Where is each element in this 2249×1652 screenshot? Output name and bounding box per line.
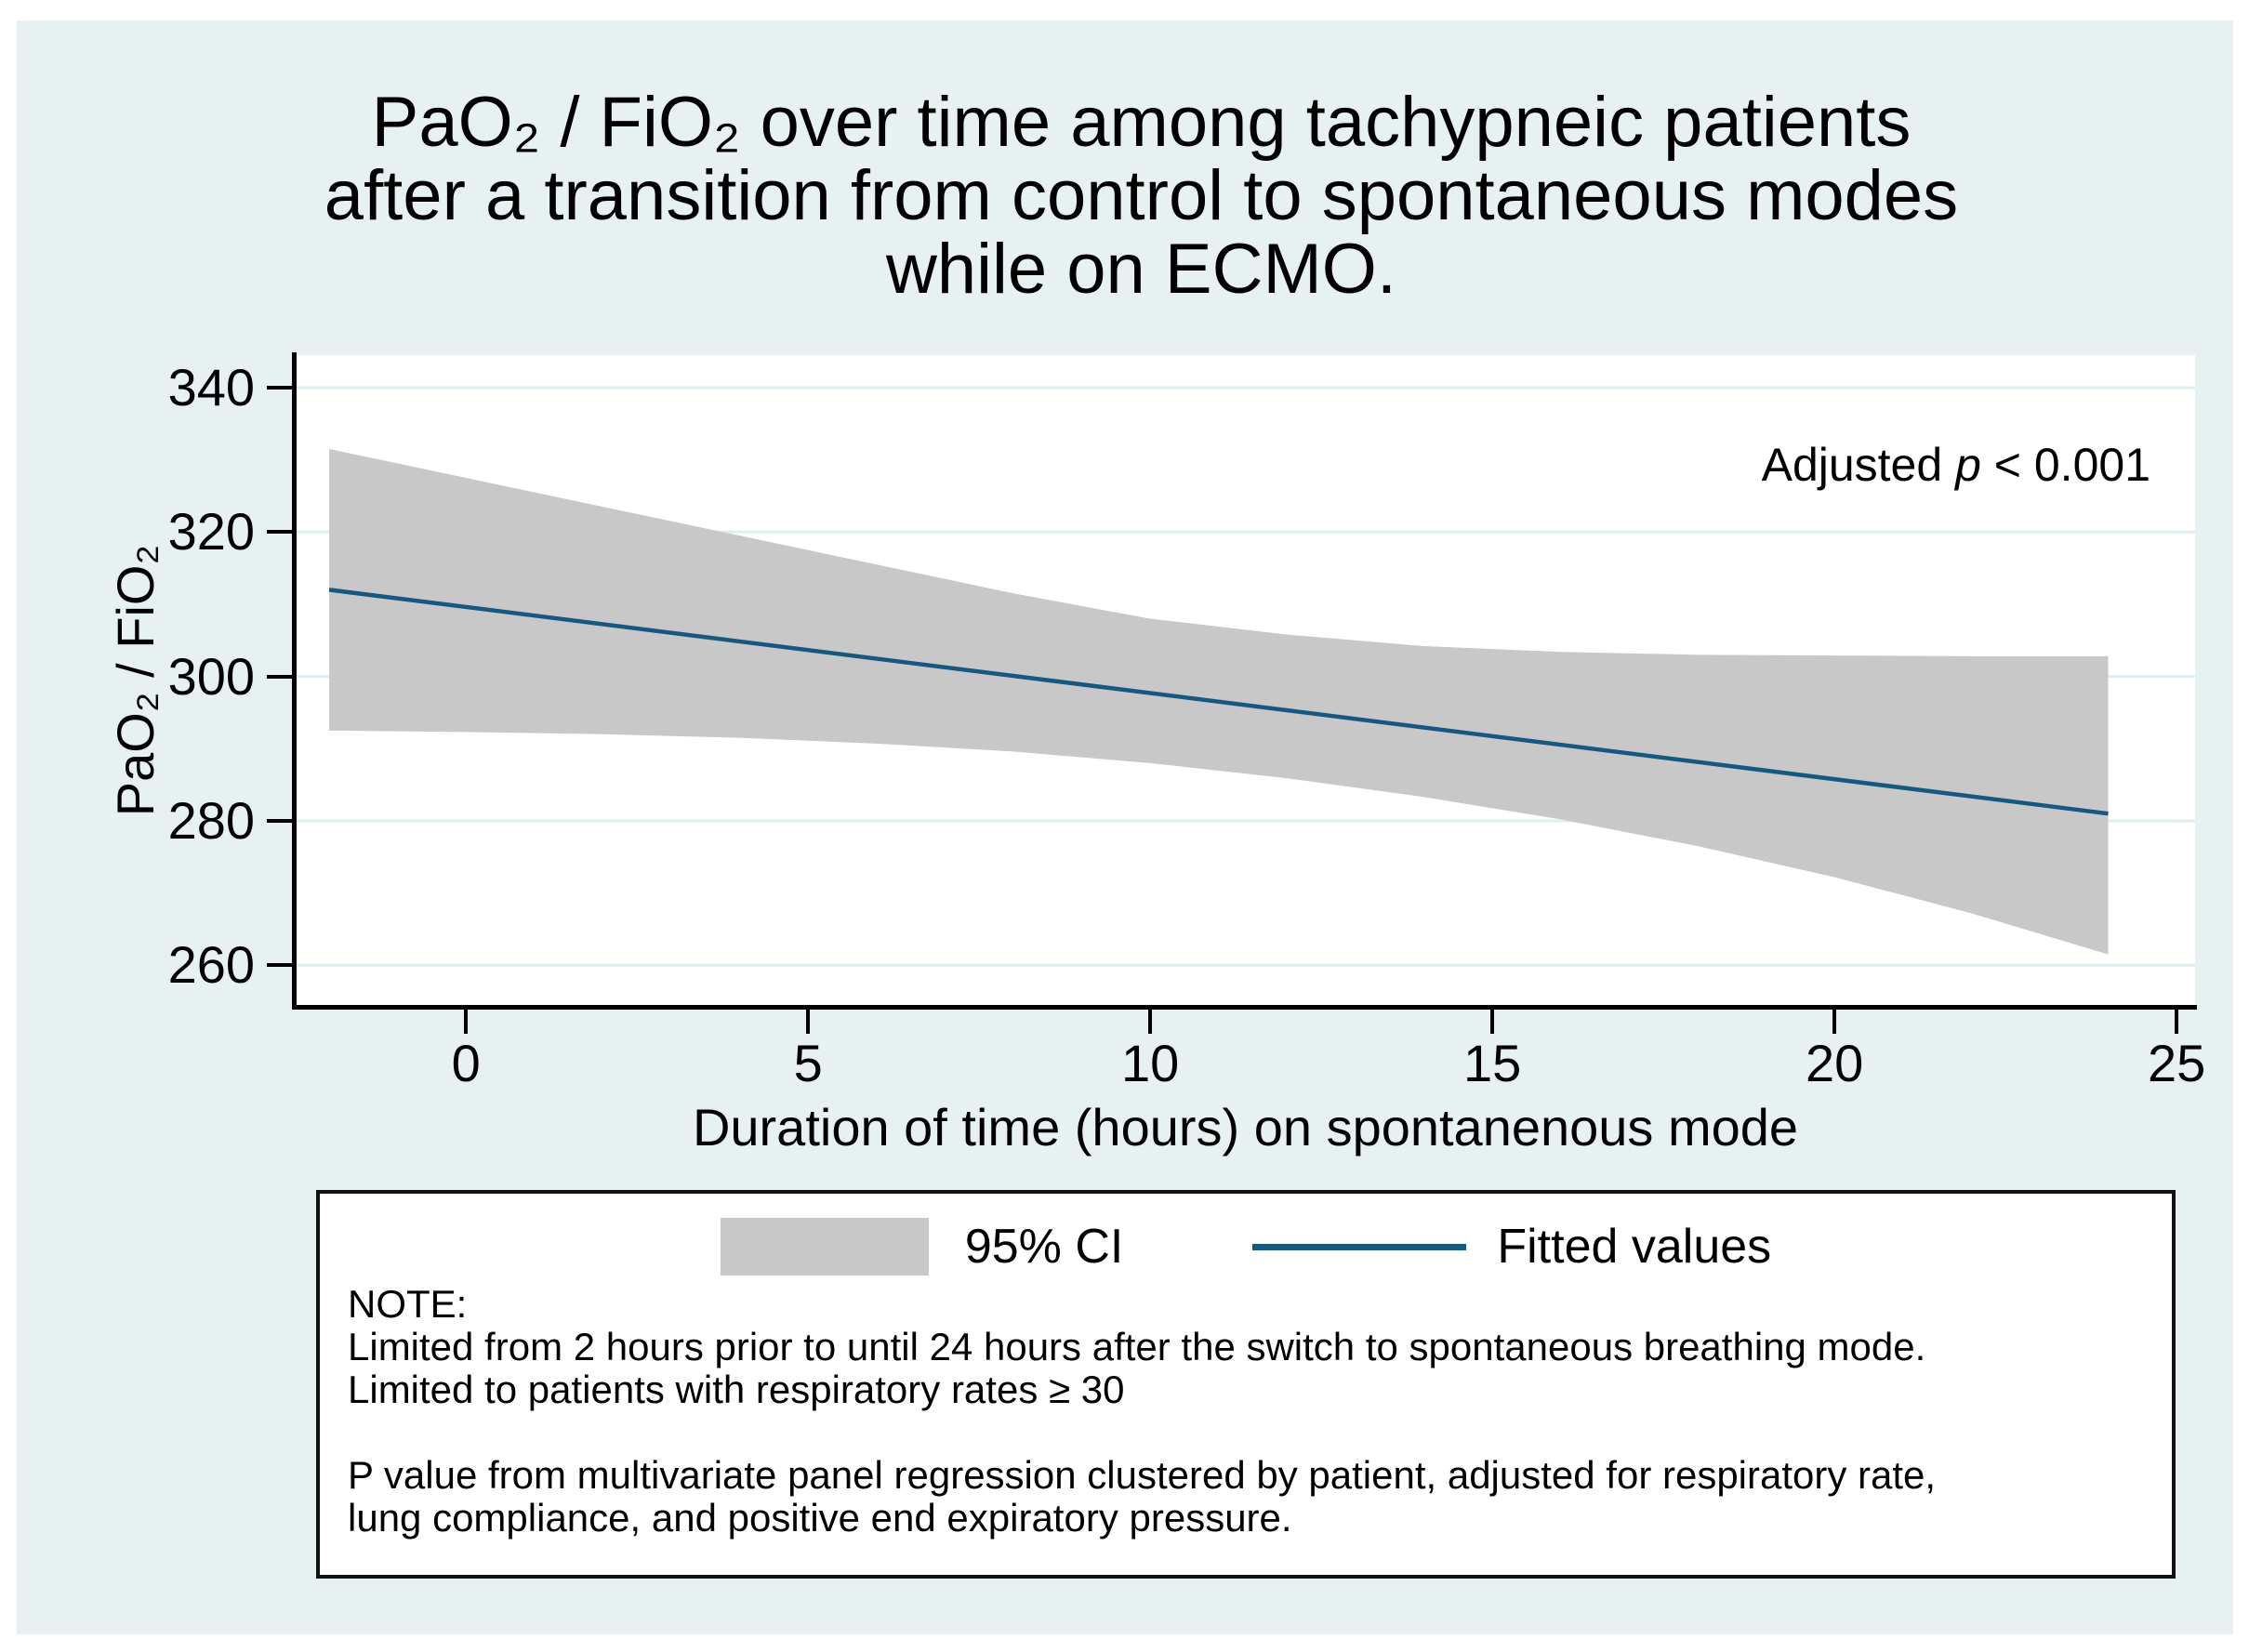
legend-note-box: 95% CI Fitted values NOTE: Limited from … <box>316 1190 2176 1579</box>
note-gap <box>348 1411 2161 1454</box>
note-line-3: P value from multivariate panel regressi… <box>348 1453 1937 1497</box>
legend-row: 95% CI Fitted values <box>320 1218 2172 1275</box>
chart-title-line-1: PaO₂ / FiO₂ over time among tachypneic p… <box>371 83 1912 162</box>
x-axis-line <box>292 1005 2197 1010</box>
y-tick-260 <box>267 963 293 968</box>
y-tick-label-320: 320 <box>167 502 255 562</box>
x-axis-label: Duration of time (hours) on spontanenous… <box>692 1098 1799 1156</box>
note-line-4: lung compliance, and positive end expira… <box>348 1496 1292 1540</box>
note-text: NOTE: Limited from 2 hours prior to unti… <box>348 1283 2161 1540</box>
p-value-suffix: < 0.001 <box>1980 439 2150 491</box>
p-value-symbol: p <box>1955 439 1981 491</box>
figure-canvas: PaO₂ / FiO₂ over time among tachypneic p… <box>17 20 2233 1634</box>
ci-legend-label: 95% CI <box>964 1220 1124 1274</box>
p-value-annotation: Adjusted p < 0.001 <box>1762 441 2150 489</box>
p-value-prefix: Adjusted <box>1761 439 1956 491</box>
y-tick-label-340: 340 <box>167 357 255 416</box>
note-line-1: Limited from 2 hours prior to until 24 h… <box>348 1325 1926 1368</box>
x-tick-label-10: 10 <box>1121 1034 1180 1092</box>
note-heading: NOTE: <box>348 1282 468 1326</box>
y-axis-line <box>292 352 297 1009</box>
y-tick-320 <box>267 530 293 535</box>
x-tick-10 <box>1148 1010 1153 1034</box>
x-tick-20 <box>1832 1010 1837 1034</box>
y-tick-280 <box>267 818 293 823</box>
x-tick-0 <box>464 1010 469 1034</box>
y-tick-label-280: 280 <box>167 790 255 850</box>
plot-area <box>296 355 2195 1005</box>
fitted-line <box>328 588 2109 816</box>
y-tick-label-300: 300 <box>167 646 255 706</box>
x-tick-label-0: 0 <box>451 1034 481 1092</box>
x-tick-label-5: 5 <box>793 1034 823 1092</box>
x-tick-25 <box>2175 1010 2179 1034</box>
x-tick-label-20: 20 <box>1805 1034 1864 1092</box>
x-tick-label-25: 25 <box>2147 1034 2206 1092</box>
chart-title-line-2: after a transition from control to spont… <box>324 156 1959 235</box>
fitted-legend-label: Fitted values <box>1497 1220 1772 1274</box>
y-tick-340 <box>267 385 293 390</box>
x-tick-5 <box>806 1010 811 1034</box>
note-line-2: Limited to patients with respiratory rat… <box>348 1368 1125 1411</box>
y-tick-label-260: 260 <box>167 935 255 995</box>
x-tick-label-15: 15 <box>1463 1034 1522 1092</box>
y-axis-label: PaO₂ / FiO₂ <box>106 544 165 817</box>
ci-band-swatch <box>720 1218 929 1275</box>
fitted-line-sample <box>1252 1243 1467 1250</box>
x-tick-15 <box>1490 1010 1495 1034</box>
chart-title-line-3: while on ECMO. <box>885 230 1397 309</box>
y-tick-300 <box>267 674 293 679</box>
chart-title: PaO₂ / FiO₂ over time among tachypneic p… <box>17 86 2249 306</box>
